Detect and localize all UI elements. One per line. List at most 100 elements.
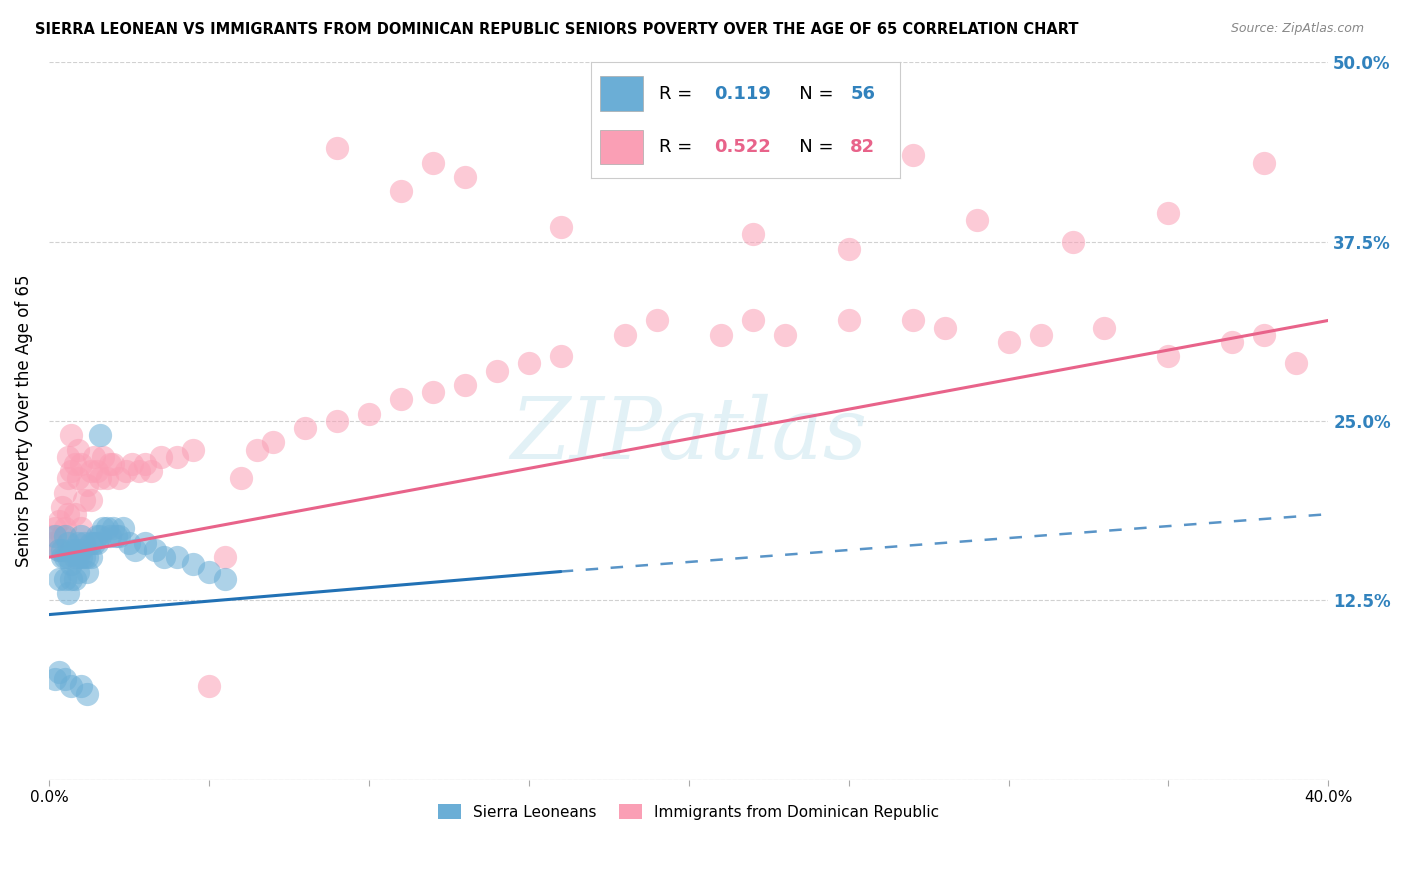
- Point: [246, 442, 269, 457]
- Point: [73, 550, 96, 565]
- Point: [1285, 356, 1308, 370]
- Point: [121, 457, 143, 471]
- Point: [143, 543, 166, 558]
- Point: [98, 457, 121, 471]
- FancyBboxPatch shape: [600, 129, 643, 164]
- Text: R =: R =: [658, 85, 697, 103]
- Point: [838, 313, 860, 327]
- Point: [83, 450, 105, 464]
- Point: [63, 543, 86, 558]
- Point: [66, 565, 89, 579]
- Point: [66, 471, 89, 485]
- Point: [66, 550, 89, 565]
- Point: [229, 471, 252, 485]
- Point: [166, 550, 188, 565]
- Point: [60, 464, 83, 478]
- Point: [934, 320, 956, 334]
- Point: [108, 529, 131, 543]
- Point: [51, 543, 73, 558]
- Point: [76, 686, 98, 700]
- Point: [63, 572, 86, 586]
- Point: [51, 529, 73, 543]
- Y-axis label: Seniors Poverty Over the Age of 65: Seniors Poverty Over the Age of 65: [15, 275, 32, 567]
- Point: [326, 141, 349, 155]
- Point: [454, 169, 477, 184]
- Point: [901, 313, 924, 327]
- Point: [70, 457, 93, 471]
- Point: [1253, 327, 1275, 342]
- Point: [73, 492, 96, 507]
- Point: [70, 521, 93, 535]
- Point: [1157, 206, 1180, 220]
- Point: [44, 529, 66, 543]
- Point: [53, 550, 76, 565]
- Point: [517, 356, 540, 370]
- Point: [60, 558, 83, 572]
- Text: 0.119: 0.119: [714, 85, 770, 103]
- Point: [93, 521, 115, 535]
- Text: N =: N =: [782, 138, 839, 156]
- Point: [1157, 349, 1180, 363]
- Point: [73, 536, 96, 550]
- Point: [41, 536, 63, 550]
- Point: [70, 550, 93, 565]
- Point: [550, 349, 572, 363]
- Point: [66, 442, 89, 457]
- Point: [53, 672, 76, 686]
- Point: [56, 450, 79, 464]
- Point: [79, 492, 101, 507]
- Point: [550, 220, 572, 235]
- Point: [198, 679, 221, 693]
- Point: [773, 327, 796, 342]
- Point: [38, 529, 60, 543]
- Point: [98, 529, 121, 543]
- Point: [86, 536, 108, 550]
- Point: [63, 507, 86, 521]
- Text: Source: ZipAtlas.com: Source: ZipAtlas.com: [1230, 22, 1364, 36]
- Point: [53, 572, 76, 586]
- Point: [60, 543, 83, 558]
- Point: [105, 529, 128, 543]
- Point: [454, 378, 477, 392]
- Point: [1062, 235, 1084, 249]
- Point: [997, 334, 1019, 349]
- Point: [96, 521, 118, 535]
- Point: [86, 529, 108, 543]
- Point: [70, 679, 93, 693]
- Text: N =: N =: [782, 85, 839, 103]
- Point: [51, 550, 73, 565]
- Point: [1094, 320, 1116, 334]
- Point: [79, 464, 101, 478]
- Point: [44, 521, 66, 535]
- Point: [44, 672, 66, 686]
- Point: [48, 665, 70, 679]
- Point: [48, 543, 70, 558]
- Point: [66, 536, 89, 550]
- Text: ZIPatlas: ZIPatlas: [510, 394, 868, 476]
- Point: [966, 213, 988, 227]
- Point: [63, 550, 86, 565]
- Point: [70, 543, 93, 558]
- Text: 82: 82: [851, 138, 876, 156]
- Point: [645, 313, 668, 327]
- Point: [134, 457, 156, 471]
- Point: [60, 428, 83, 442]
- Point: [124, 543, 146, 558]
- Point: [357, 407, 380, 421]
- Point: [166, 450, 188, 464]
- Point: [1029, 327, 1052, 342]
- Point: [89, 471, 111, 485]
- Point: [83, 536, 105, 550]
- Point: [48, 543, 70, 558]
- Point: [198, 565, 221, 579]
- Text: 56: 56: [851, 85, 876, 103]
- Point: [60, 679, 83, 693]
- Point: [56, 586, 79, 600]
- Point: [96, 471, 118, 485]
- Point: [262, 435, 284, 450]
- Point: [389, 392, 412, 407]
- Point: [53, 485, 76, 500]
- Point: [128, 464, 150, 478]
- Point: [710, 327, 733, 342]
- Point: [108, 471, 131, 485]
